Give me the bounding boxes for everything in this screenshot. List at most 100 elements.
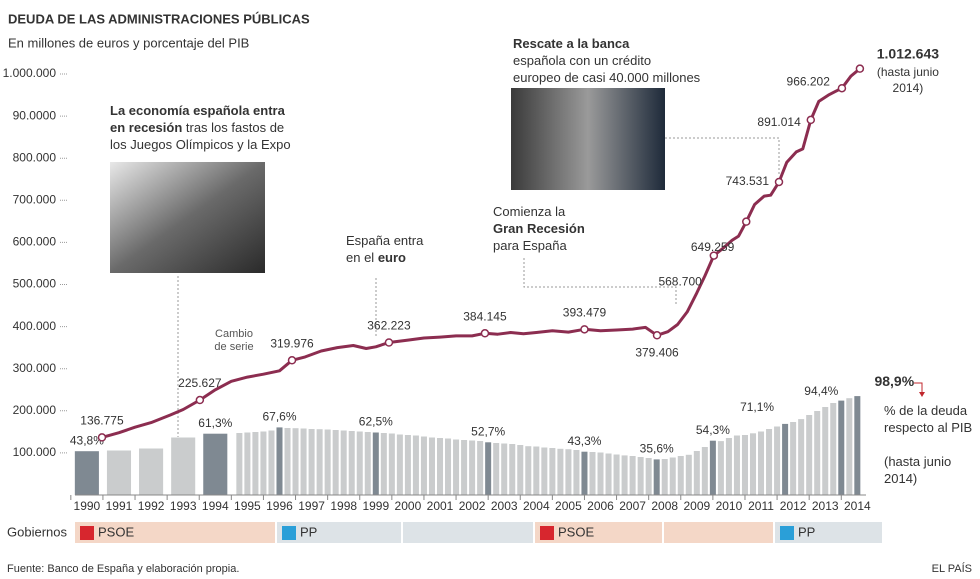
point-label: 1.012.643 — [877, 45, 939, 61]
bar — [260, 431, 267, 495]
bar-label: 62,5% — [359, 415, 393, 429]
bar — [693, 451, 700, 495]
annotation-text: en el — [346, 250, 375, 265]
x-tick-label: 2001 — [427, 499, 454, 513]
annotation-line: europeo de casi 40.000 millones — [513, 69, 700, 86]
bar — [669, 457, 676, 495]
bar — [806, 415, 813, 495]
bar — [493, 443, 500, 495]
bar — [356, 431, 363, 495]
bar — [557, 448, 564, 495]
bar — [677, 456, 684, 495]
annotation: España entra en el euro — [346, 232, 423, 266]
party-label: PSOE — [98, 524, 134, 539]
bar — [854, 396, 861, 495]
bar — [171, 437, 196, 495]
point — [806, 115, 816, 125]
bar — [461, 440, 468, 495]
bar — [645, 458, 652, 495]
point — [855, 64, 865, 73]
x-tick-label: 2010 — [716, 499, 743, 513]
point — [774, 177, 784, 187]
term-band — [775, 522, 882, 543]
point-label: 891.014 — [757, 115, 801, 129]
term-band — [535, 522, 662, 543]
y-tick-label: 500.000 — [13, 277, 57, 291]
party-logo — [80, 526, 94, 540]
annotation-text: respecto al PIB — [884, 420, 973, 435]
bar — [340, 430, 347, 495]
point-note: 2014) — [893, 81, 924, 95]
annotation: (hasta junio 2014) — [884, 453, 951, 487]
bar — [637, 457, 644, 495]
bar — [316, 429, 323, 495]
annotation-text: para España — [493, 238, 567, 253]
bar-label: 52,7% — [471, 424, 505, 438]
annotation: Cambio de serie — [214, 328, 253, 354]
pointer — [914, 382, 923, 395]
x-tick-label: 2009 — [683, 499, 710, 513]
annotation-line: para España — [493, 237, 585, 254]
point — [742, 217, 751, 226]
bar-label: 94,4% — [804, 384, 838, 398]
bar — [749, 433, 757, 495]
bar — [292, 428, 299, 495]
brand: EL PAÍS — [932, 562, 972, 575]
term-band — [75, 522, 275, 543]
bar — [364, 432, 371, 495]
annotation-text: España entra — [346, 233, 424, 248]
point-label: 136.775 — [80, 414, 124, 428]
annotation-text: en recesión — [110, 120, 183, 135]
bar — [445, 438, 452, 495]
point — [837, 83, 847, 93]
x-tick-label: 2002 — [459, 499, 486, 513]
y-tick-label: 90.0000 — [13, 108, 57, 122]
party-logo — [282, 526, 296, 540]
annotation-line: España entra — [346, 232, 423, 249]
annotation-line: en recesión tras los fastos de — [110, 119, 291, 136]
x-tick-label: 1995 — [234, 499, 261, 513]
subtitle: En millones de euros y porcentaje del PI… — [8, 35, 249, 50]
bar — [380, 433, 387, 495]
bar — [798, 419, 805, 495]
annotation-line: 2014) — [884, 470, 951, 487]
bar — [420, 436, 427, 495]
annotation-text: tras los fastos de — [185, 120, 285, 135]
bar-label: 61,3% — [198, 416, 232, 430]
bar — [830, 403, 837, 495]
party-label: PP — [798, 524, 815, 539]
y-tick-label: 400.000 — [13, 319, 57, 333]
bar-label: 35,6% — [640, 442, 674, 456]
bar — [501, 443, 508, 495]
point-label: 225.627 — [178, 376, 222, 390]
annotation-text: Comienza la — [493, 204, 566, 219]
bar — [453, 439, 460, 495]
bar — [509, 444, 516, 495]
bar — [324, 429, 331, 495]
bar — [300, 428, 307, 495]
bar-label: 67,6% — [262, 410, 296, 424]
bar — [822, 407, 829, 495]
party-label: PSOE — [558, 524, 594, 539]
bars — [74, 396, 861, 495]
bar — [790, 422, 797, 495]
x-tick-label: 1994 — [202, 499, 229, 513]
bar — [404, 435, 411, 495]
point-label: 649.259 — [691, 240, 735, 254]
annotation-text: 2014) — [884, 471, 918, 486]
bar — [782, 423, 789, 495]
bar — [485, 442, 492, 495]
pointer-head — [919, 392, 925, 397]
x-tick-label: 2007 — [619, 499, 646, 513]
bar — [709, 440, 716, 495]
x-tick-label: 2011 — [748, 499, 774, 513]
bar — [701, 447, 708, 495]
y-tick-label: 300.000 — [13, 361, 57, 375]
y-tick-label: 200.000 — [13, 403, 57, 417]
bar — [436, 438, 444, 495]
bar — [717, 441, 724, 495]
bar-label: 98,9% — [874, 373, 914, 389]
point — [480, 329, 490, 338]
